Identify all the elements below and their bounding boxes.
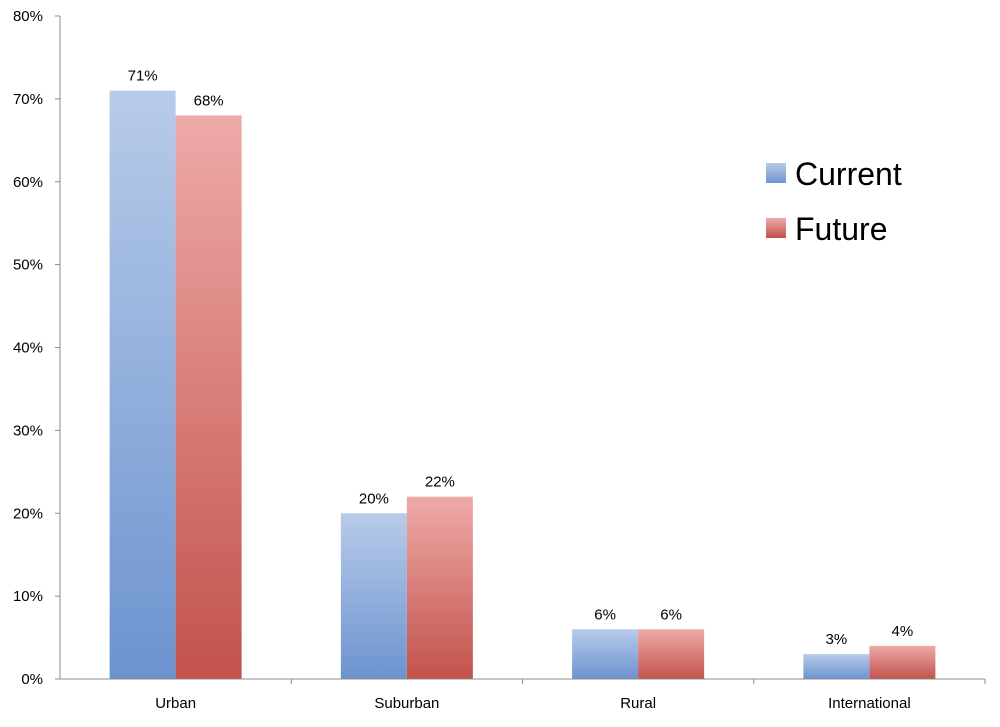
data-labels: 71% 68% 20% 22% 6% 6% 3% 4% [128, 68, 914, 649]
data-label-current-urban: 71% [128, 68, 158, 85]
x-tick-label-international: International [828, 695, 911, 712]
legend-item-current: Current [766, 156, 902, 192]
y-tick-label: 10% [13, 588, 43, 605]
x-tick-label-suburban: Suburban [374, 695, 439, 712]
y-tick-label: 80% [13, 8, 43, 25]
bar-future-rural [638, 629, 705, 679]
legend: Current Future [766, 156, 902, 247]
bar-current-international [803, 654, 870, 679]
legend-swatch-future [766, 218, 786, 238]
x-tick-label-urban: Urban [155, 695, 196, 712]
axes [55, 16, 986, 684]
legend-swatch-current [766, 163, 786, 183]
data-label-future-suburban: 22% [425, 474, 455, 491]
y-tick-label: 60% [13, 174, 43, 191]
data-label-current-suburban: 20% [359, 490, 389, 507]
x-axis-labels: Urban Suburban Rural International [155, 695, 910, 712]
bar-current-rural [572, 629, 639, 679]
bar-current-suburban [340, 513, 407, 679]
data-label-future-urban: 68% [194, 92, 224, 109]
data-label-current-rural: 6% [594, 606, 616, 623]
data-label-future-international: 4% [892, 623, 914, 640]
data-label-future-rural: 6% [660, 606, 682, 623]
y-tick-label: 30% [13, 422, 43, 439]
legend-item-future: Future [766, 211, 887, 247]
bar-future-urban [175, 115, 242, 679]
data-label-current-international: 3% [826, 631, 848, 648]
y-tick-label: 40% [13, 340, 43, 357]
y-axis-ticks: 0% 10% 20% 30% 40% 50% 60% 70% 80% [13, 8, 60, 688]
y-tick-label: 20% [13, 505, 43, 522]
legend-label-current: Current [795, 156, 902, 192]
y-tick-label: 70% [13, 91, 43, 108]
x-tick-label-rural: Rural [620, 695, 656, 712]
y-tick-label: 50% [13, 257, 43, 274]
legend-label-future: Future [795, 211, 887, 247]
y-tick-label: 0% [21, 671, 43, 688]
bars [109, 90, 936, 679]
bar-future-suburban [406, 496, 473, 679]
bar-future-international [869, 645, 936, 679]
bar-current-urban [109, 90, 176, 679]
